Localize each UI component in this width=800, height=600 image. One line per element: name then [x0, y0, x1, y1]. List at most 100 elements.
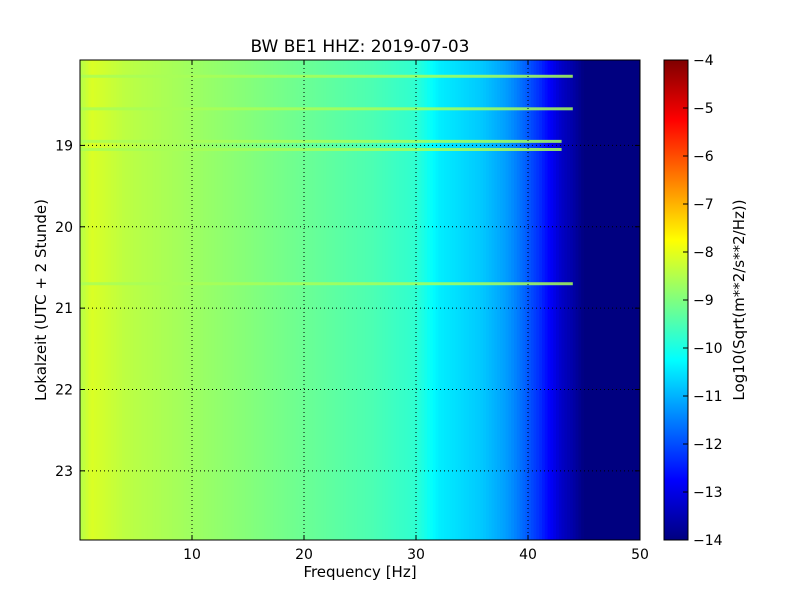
heatmap-column [94, 60, 98, 540]
heatmap-column [323, 60, 327, 540]
heatmap-column [589, 60, 593, 540]
heatmap-column [343, 60, 347, 540]
heatmap-column [432, 60, 437, 540]
heatmap-column [306, 60, 311, 540]
heatmap-column [206, 60, 210, 540]
heatmap-column [85, 60, 89, 540]
heatmap-column [430, 60, 434, 540]
heatmap-column [463, 60, 467, 540]
heatmap-column [192, 60, 196, 540]
heatmap-column [385, 60, 389, 540]
heatmap-column [612, 60, 616, 540]
y-tick-label: 20 [55, 220, 73, 236]
heatmap-column [374, 60, 378, 540]
colorbar-tick-label: −13 [693, 485, 723, 501]
heatmap-column [186, 60, 190, 540]
heatmap-column [561, 60, 565, 540]
heatmap-column [592, 60, 596, 540]
heatmap-column [301, 60, 305, 540]
heatmap-column [623, 60, 627, 540]
heatmap-column [416, 60, 420, 540]
heatmap-column [144, 60, 148, 540]
heatmap-column [474, 60, 479, 540]
heatmap-column [281, 60, 285, 540]
x-tick-label: 30 [407, 547, 425, 563]
x-tick-label: 40 [519, 547, 537, 563]
plot-area [80, 60, 640, 540]
colorbar-tick-label: −5 [693, 101, 714, 117]
heatmap-column [469, 60, 473, 540]
heatmap-column [88, 60, 92, 540]
heatmap-column [396, 60, 400, 540]
x-axis-label: Frequency [Hz] [303, 563, 416, 581]
heatmap-column [634, 60, 638, 540]
heatmap-column [522, 60, 526, 540]
heatmap-column [298, 60, 302, 540]
heatmap-column [533, 60, 537, 540]
heatmap-column [354, 60, 358, 540]
heatmap-column [147, 60, 151, 540]
heatmap-column [528, 60, 532, 540]
heatmap-column [334, 60, 339, 540]
heatmap-column [614, 60, 619, 540]
heatmap-column [231, 60, 235, 540]
heatmap-column [150, 60, 154, 540]
heatmap-column [404, 60, 409, 540]
heatmap-column [250, 60, 255, 540]
heatmap-column [225, 60, 229, 540]
heatmap-column [248, 60, 252, 540]
heatmap-column [595, 60, 599, 540]
heatmap-column [155, 60, 159, 540]
heatmap-column [458, 60, 462, 540]
heatmap-column [427, 60, 431, 540]
heatmap-column [452, 60, 456, 540]
heatmap-column [519, 60, 523, 540]
heatmap-column [108, 60, 112, 540]
x-tick-label: 20 [295, 547, 313, 563]
heatmap-column [180, 60, 185, 540]
heatmap-column [413, 60, 417, 540]
heatmap-column [480, 60, 484, 540]
heatmap-column [570, 60, 574, 540]
heatmap-column [130, 60, 134, 540]
colorbar-tick-label: −11 [693, 389, 723, 405]
bright-line [80, 139, 562, 143]
grid [80, 60, 640, 540]
heatmap-column [466, 60, 470, 540]
heatmap-column [220, 60, 224, 540]
bright-line [80, 282, 573, 286]
heatmap-column [113, 60, 117, 540]
heatmap-column [556, 60, 560, 540]
heatmap-column [119, 60, 123, 540]
heatmap-column [127, 60, 131, 540]
heatmap-column [318, 60, 322, 540]
heatmap-column [239, 60, 243, 540]
heatmap-column [418, 60, 423, 540]
heatmap-column [525, 60, 529, 540]
heatmap-column [110, 60, 115, 540]
heatmap-column [287, 60, 291, 540]
y-axis-label: Lokalzeit (UTC + 2 Stunde) [32, 199, 50, 401]
heatmap-column [460, 60, 465, 540]
colorbar-tick-label: −4 [693, 53, 714, 69]
y-tick-label: 19 [55, 138, 73, 154]
heatmap-column [578, 60, 582, 540]
heatmap-column [382, 60, 386, 540]
heatmap-column [203, 60, 207, 540]
y-axis-ticks: 19 20 21 22 23 [55, 138, 640, 480]
heatmap-column [312, 60, 316, 540]
heatmap-column [337, 60, 341, 540]
heatmap-column [273, 60, 277, 540]
heatmap-column [600, 60, 605, 540]
heatmap-column [497, 60, 501, 540]
heatmap-column [483, 60, 487, 540]
bright-line [80, 74, 573, 78]
heatmap-column [99, 60, 103, 540]
heatmap-column [553, 60, 557, 540]
x-tick-label: 50 [631, 547, 649, 563]
heatmap-column [194, 60, 199, 540]
heatmap-column [256, 60, 260, 540]
x-tick-label: 10 [183, 547, 201, 563]
heatmap-column [236, 60, 241, 540]
heatmap-column [508, 60, 512, 540]
